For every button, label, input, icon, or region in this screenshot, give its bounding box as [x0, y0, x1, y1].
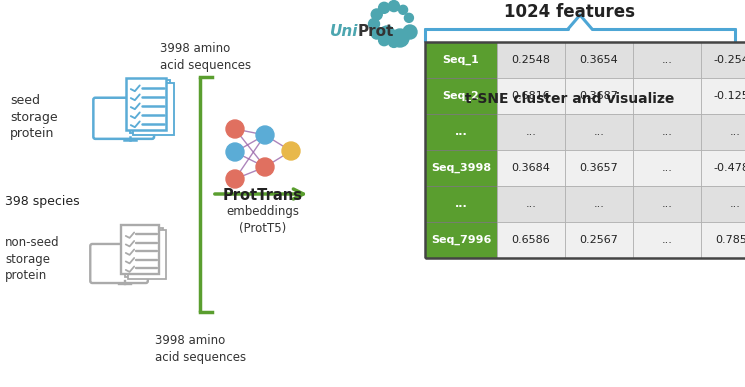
FancyBboxPatch shape: [497, 150, 565, 186]
FancyBboxPatch shape: [128, 230, 166, 279]
FancyBboxPatch shape: [633, 222, 701, 258]
Text: 3998 amino
acid sequences: 3998 amino acid sequences: [155, 334, 246, 364]
FancyBboxPatch shape: [425, 78, 497, 114]
FancyBboxPatch shape: [133, 83, 174, 135]
FancyBboxPatch shape: [633, 42, 701, 78]
Text: ...: ...: [454, 199, 467, 209]
FancyBboxPatch shape: [565, 150, 633, 186]
FancyBboxPatch shape: [497, 42, 565, 78]
Circle shape: [256, 158, 274, 176]
Circle shape: [226, 170, 244, 188]
Circle shape: [388, 1, 399, 12]
Text: ...: ...: [729, 199, 741, 209]
FancyBboxPatch shape: [121, 225, 159, 274]
Circle shape: [399, 34, 408, 43]
FancyBboxPatch shape: [425, 222, 497, 258]
Text: ...: ...: [662, 55, 673, 65]
Circle shape: [371, 9, 382, 20]
Text: 0.6816: 0.6816: [512, 91, 551, 101]
FancyBboxPatch shape: [565, 222, 633, 258]
Text: 0.2548: 0.2548: [512, 55, 551, 65]
Circle shape: [403, 25, 417, 39]
FancyBboxPatch shape: [565, 78, 633, 114]
Text: Seq_1: Seq_1: [443, 55, 479, 65]
FancyBboxPatch shape: [633, 150, 701, 186]
FancyBboxPatch shape: [701, 150, 745, 186]
FancyBboxPatch shape: [497, 114, 565, 150]
Text: 0.3684: 0.3684: [512, 163, 551, 173]
FancyBboxPatch shape: [93, 98, 154, 139]
FancyBboxPatch shape: [701, 42, 745, 78]
FancyBboxPatch shape: [565, 186, 633, 222]
FancyBboxPatch shape: [701, 78, 745, 114]
Text: -0.2547: -0.2547: [714, 55, 745, 65]
FancyBboxPatch shape: [497, 222, 565, 258]
Text: 0.6586: 0.6586: [512, 235, 551, 245]
FancyBboxPatch shape: [633, 114, 701, 150]
Text: ProtTrans: ProtTrans: [223, 187, 303, 202]
Text: 0.3687: 0.3687: [580, 91, 618, 101]
Circle shape: [226, 143, 244, 161]
Circle shape: [388, 36, 399, 47]
Text: Prot: Prot: [358, 24, 394, 39]
Text: embeddings
(ProtT5): embeddings (ProtT5): [226, 205, 299, 235]
Text: seed
storage
protein: seed storage protein: [10, 94, 57, 140]
Text: ...: ...: [525, 127, 536, 137]
Text: -0.1254: -0.1254: [714, 91, 745, 101]
Text: 1024 features: 1024 features: [504, 3, 635, 21]
Text: Seq_7996: Seq_7996: [431, 235, 491, 245]
Circle shape: [282, 142, 300, 160]
Circle shape: [405, 13, 413, 22]
Text: ...: ...: [525, 199, 536, 209]
Text: ...: ...: [662, 235, 673, 245]
FancyBboxPatch shape: [126, 78, 166, 130]
FancyBboxPatch shape: [497, 186, 565, 222]
FancyBboxPatch shape: [425, 186, 497, 222]
FancyBboxPatch shape: [90, 244, 148, 283]
FancyBboxPatch shape: [701, 186, 745, 222]
FancyBboxPatch shape: [633, 78, 701, 114]
Text: Seq_2: Seq_2: [443, 91, 479, 101]
FancyBboxPatch shape: [425, 150, 497, 186]
Text: -0.4783: -0.4783: [714, 163, 745, 173]
Circle shape: [226, 120, 244, 138]
FancyBboxPatch shape: [130, 80, 170, 132]
Circle shape: [369, 19, 379, 29]
Text: Seq_3998: Seq_3998: [431, 163, 491, 173]
Text: non-seed
storage
protein: non-seed storage protein: [5, 236, 60, 283]
Circle shape: [378, 35, 390, 46]
FancyBboxPatch shape: [633, 186, 701, 222]
FancyBboxPatch shape: [497, 78, 565, 114]
Circle shape: [256, 126, 274, 144]
FancyBboxPatch shape: [425, 114, 497, 150]
Text: 3998 amino
acid sequences: 3998 amino acid sequences: [160, 42, 251, 72]
Text: 0.3657: 0.3657: [580, 163, 618, 173]
Circle shape: [379, 26, 395, 42]
Circle shape: [405, 26, 413, 35]
Text: 398 species: 398 species: [5, 195, 80, 209]
Text: ...: ...: [594, 127, 604, 137]
Text: 0.2567: 0.2567: [580, 235, 618, 245]
Circle shape: [399, 5, 408, 14]
Circle shape: [378, 2, 390, 13]
Circle shape: [371, 28, 382, 39]
FancyBboxPatch shape: [124, 228, 163, 277]
FancyBboxPatch shape: [565, 42, 633, 78]
FancyBboxPatch shape: [425, 42, 497, 78]
Circle shape: [391, 29, 409, 47]
Text: ...: ...: [454, 127, 467, 137]
Text: Uni: Uni: [329, 24, 358, 39]
Text: 0.3654: 0.3654: [580, 55, 618, 65]
Text: ...: ...: [729, 127, 741, 137]
FancyBboxPatch shape: [565, 114, 633, 150]
Text: t-SNE cluster and visualize: t-SNE cluster and visualize: [466, 92, 675, 106]
FancyBboxPatch shape: [701, 114, 745, 150]
Text: 0.7852: 0.7852: [715, 235, 745, 245]
Text: ...: ...: [662, 91, 673, 101]
Text: ...: ...: [662, 163, 673, 173]
FancyBboxPatch shape: [701, 222, 745, 258]
Text: ...: ...: [662, 199, 673, 209]
Text: ...: ...: [662, 127, 673, 137]
Text: ...: ...: [594, 199, 604, 209]
